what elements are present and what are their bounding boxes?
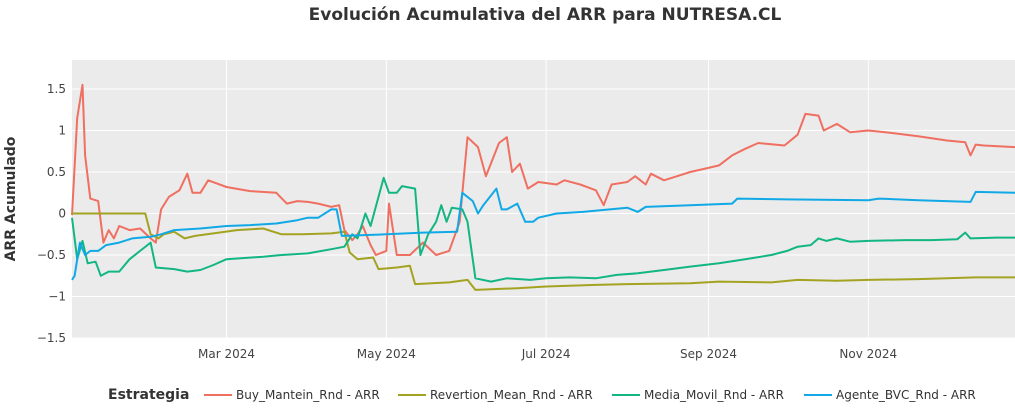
legend: Estrategia Buy_Mantein_Rnd - ARR Revertio… — [108, 387, 976, 403]
series-line-1 — [71, 83, 1015, 256]
series-line-2 — [72, 212, 1015, 291]
x-tick-label: Mar 2024 — [198, 347, 255, 361]
y-axis-label: ARR Acumulado — [3, 136, 19, 261]
legend-item-label: Agente_BVC_Rnd - ARR — [836, 388, 976, 402]
legend-item-label: Revertion_Mean_Rnd - ARR — [430, 388, 593, 402]
y-tick-label: −0.5 — [37, 248, 66, 262]
y-tick-label: 0 — [58, 207, 66, 221]
y-tick-label: 1 — [58, 124, 66, 138]
legend-item-label: Media_Movil_Rnd - ARR — [644, 388, 784, 402]
x-axis-ticks: Mar 2024 May 2024 Jul 2024 Sep 2024 Nov 2024 — [198, 347, 897, 361]
gridlines — [72, 60, 1015, 339]
x-tick-label: May 2024 — [357, 347, 416, 361]
y-tick-label: 1.5 — [47, 82, 66, 96]
y-tick-label: −1.5 — [37, 331, 66, 345]
y-axis-ticks: −1.5 −1 −0.5 0 0.5 1 1.5 — [37, 82, 66, 345]
x-tick-label: Nov 2024 — [839, 347, 897, 361]
chart-title: Evolución Acumulativa del ARR para NUTRE… — [309, 5, 782, 25]
legend-title: Estrategia — [108, 387, 189, 403]
series-group — [71, 83, 1015, 291]
plot-area — [72, 60, 1015, 338]
y-tick-label: 0.5 — [47, 165, 66, 179]
y-tick-label: −1 — [48, 290, 66, 304]
series-line-4 — [71, 187, 1015, 281]
series-line-3 — [71, 176, 1015, 283]
x-tick-label: Sep 2024 — [680, 347, 737, 361]
legend-item-label: Buy_Mantein_Rnd - ARR — [236, 388, 380, 402]
x-tick-label: Jul 2024 — [521, 347, 571, 361]
